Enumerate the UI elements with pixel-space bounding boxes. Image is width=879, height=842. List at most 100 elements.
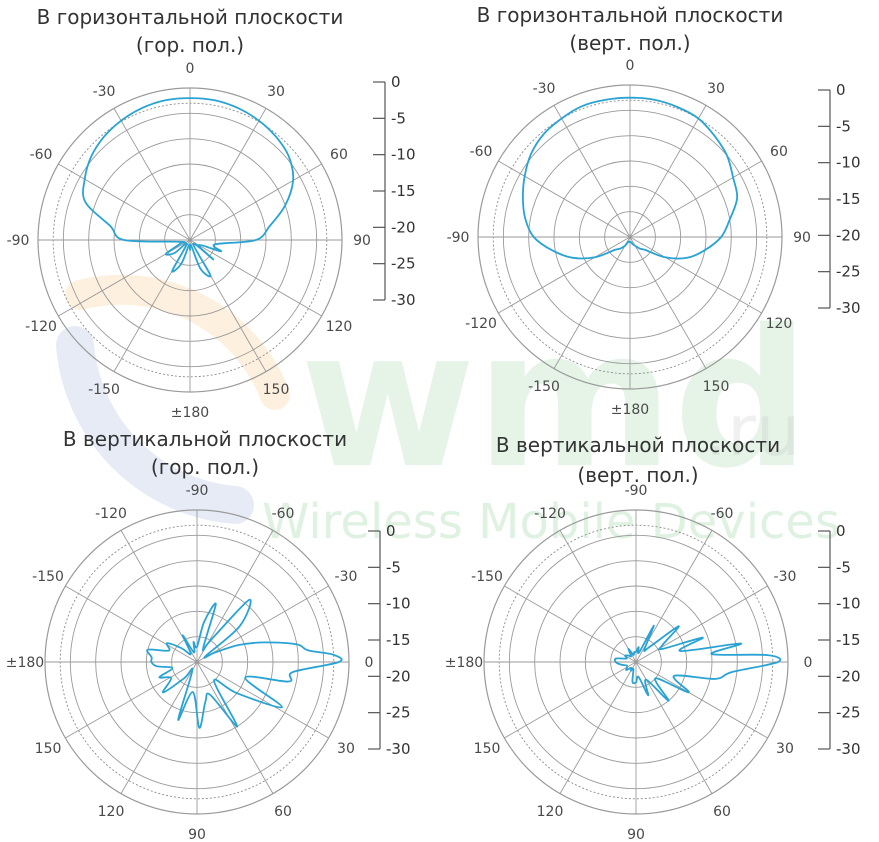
angle-label: 30 <box>267 84 285 100</box>
chart-title-line-2: (гор. пол.) <box>136 33 244 57</box>
angle-label: 90 <box>627 827 645 842</box>
angle-label: -90 <box>186 483 209 499</box>
angle-label: ±180 <box>171 405 209 421</box>
grid-radial-line <box>196 661 329 739</box>
angle-label: -30 <box>774 569 797 585</box>
radiation-pattern-trace <box>614 624 782 702</box>
scale-label: -15 <box>836 631 861 649</box>
watermark-brand: wmd <box>300 289 810 510</box>
scale-label: -25 <box>391 255 416 273</box>
angle-label: -60 <box>711 506 734 522</box>
scale-label: -10 <box>391 146 416 164</box>
angle-label: -90 <box>625 483 648 499</box>
angle-label: 90 <box>793 230 811 246</box>
grid-radial-line <box>58 163 191 241</box>
grid-radial-line <box>189 108 267 241</box>
scale-label: -5 <box>391 109 406 127</box>
polar-chart-horizontal-hpol: В горизонтальной плоскости (гор. пол.) 0 30… <box>7 5 416 421</box>
chart-title-line-2: (гор. пол.) <box>151 455 259 479</box>
scale-label: -20 <box>391 218 416 236</box>
scale-label: -5 <box>836 558 851 576</box>
grid-radial-line <box>629 105 707 238</box>
wmd-logo-blue-arc <box>56 326 254 524</box>
scale-label: -15 <box>391 182 416 200</box>
angle-label: -30 <box>533 81 556 97</box>
angle-label: ±180 <box>6 655 44 671</box>
radiation-pattern-trace <box>521 96 739 260</box>
grid-radial-line <box>498 160 631 238</box>
grid-radial-line <box>635 661 713 794</box>
angle-label: 0 <box>804 655 813 671</box>
angle-label: -60 <box>272 506 295 522</box>
angle-label: -120 <box>25 319 57 335</box>
grid-radial-line <box>629 236 762 314</box>
angle-label: -150 <box>32 569 64 585</box>
scale-label: -30 <box>836 299 861 317</box>
angle-label: 150 <box>35 741 62 757</box>
angle-label: -60 <box>470 144 493 160</box>
grid-radial-line <box>504 661 637 739</box>
scale-label: -10 <box>386 595 411 613</box>
scale-label: -30 <box>836 740 861 758</box>
scale-label: -25 <box>836 263 861 281</box>
grid-radial-line <box>553 105 631 238</box>
angle-label: 150 <box>474 741 501 757</box>
grid-radial-line <box>629 160 762 238</box>
angle-label: ±180 <box>445 655 483 671</box>
angle-label: ±180 <box>611 402 649 418</box>
chart-title-line-2: (верт. пол.) <box>577 463 698 487</box>
angle-label: 30 <box>776 741 794 757</box>
scale-label: -5 <box>836 117 851 135</box>
chart-title-line-1: В горизонтальной плоскости <box>477 3 784 27</box>
grid-radial-line <box>189 239 322 317</box>
angle-label: 90 <box>188 827 206 842</box>
angle-label: -150 <box>471 569 503 585</box>
polar-chart-vertical-vpol: В вертикальной плоскости (верт. пол.) 0 -30… <box>445 433 861 842</box>
angle-label: 120 <box>98 804 125 820</box>
angle-label: 0 <box>626 58 635 74</box>
grid-radial-line <box>553 236 631 369</box>
scale-label: -30 <box>391 291 416 309</box>
scale-label: 0 <box>386 522 396 540</box>
scale-label: -20 <box>386 667 411 685</box>
grid-radial-line <box>196 585 329 663</box>
angle-label: 30 <box>707 81 725 97</box>
wmd-logo-orange-arc <box>65 274 290 410</box>
radiation-pattern-trace <box>146 598 343 729</box>
grid-radial-line <box>196 661 274 794</box>
grid-radial-line <box>65 661 198 739</box>
angle-label: -120 <box>95 506 127 522</box>
scale-label: 0 <box>836 81 846 99</box>
grid-radial-line <box>559 530 637 663</box>
polar-chart-vertical-hpol: В вертикальной плоскости (гор. пол.) 0 -30 -… <box>6 427 411 842</box>
polar-chart-horizontal-vpol: В горизонтальной плоскости (верт. пол.) 0 3… <box>447 3 861 418</box>
scale-label: -20 <box>836 667 861 685</box>
angle-label: 60 <box>330 147 348 163</box>
angle-label: 60 <box>274 804 292 820</box>
watermark-suffix: .ru <box>705 390 800 472</box>
grid-radial-line <box>189 163 322 241</box>
angle-label: 60 <box>770 144 788 160</box>
angle-label: -150 <box>528 379 560 395</box>
scale-label: 0 <box>836 522 846 540</box>
angle-label: -120 <box>534 506 566 522</box>
scale-label: -25 <box>386 704 411 722</box>
scale-label: 0 <box>391 73 401 91</box>
scale-label: -15 <box>386 631 411 649</box>
angle-label: -60 <box>30 147 53 163</box>
grid-radial-line <box>120 661 198 794</box>
angle-label: -30 <box>335 569 358 585</box>
grid-radial-line <box>113 108 191 241</box>
scale-label: -25 <box>836 704 861 722</box>
scale-label: -30 <box>386 740 411 758</box>
scale-label: -15 <box>836 190 861 208</box>
angle-label: 120 <box>326 319 353 335</box>
angle-label: 90 <box>353 233 371 249</box>
grid-radial-line <box>559 661 637 794</box>
angle-label: 120 <box>766 316 793 332</box>
angle-label: -90 <box>7 233 30 249</box>
chart-title-line-1: В вертикальной плоскости <box>496 433 780 457</box>
grid-radial-line <box>635 661 768 739</box>
angle-label: 30 <box>337 741 355 757</box>
